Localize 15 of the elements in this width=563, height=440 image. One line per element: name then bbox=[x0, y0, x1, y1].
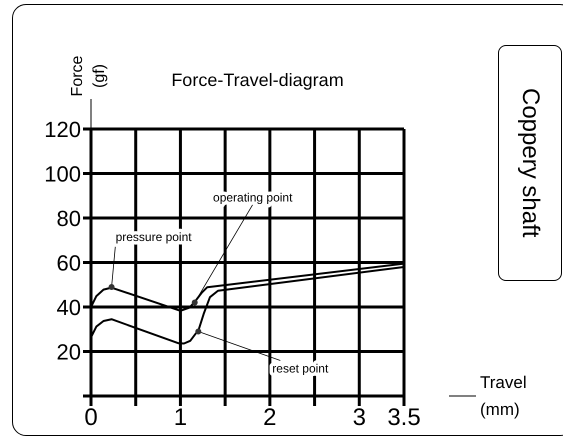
y-tick-label: 120 bbox=[44, 116, 81, 142]
x-tick-label: 0 bbox=[84, 404, 98, 432]
y-axis-title: Force (gf) bbox=[69, 55, 108, 96]
y-tick-label: 40 bbox=[56, 294, 81, 320]
x-axis-title: Travel (mm) bbox=[480, 373, 527, 419]
x-tick-label: 2 bbox=[263, 404, 277, 432]
x-tick-label: 3.5 bbox=[387, 404, 421, 432]
y-tick-label: 20 bbox=[56, 339, 81, 364]
y-tick-label: 100 bbox=[44, 161, 81, 186]
chart-title: Force-Travel-diagram bbox=[171, 70, 344, 90]
text: Coppery shaft bbox=[516, 88, 544, 238]
x-tick-label: 1 bbox=[174, 404, 188, 432]
y-tick-label: 80 bbox=[56, 206, 81, 231]
y-tick-label: 60 bbox=[56, 250, 81, 276]
x-tick-label: 3 bbox=[352, 404, 366, 432]
